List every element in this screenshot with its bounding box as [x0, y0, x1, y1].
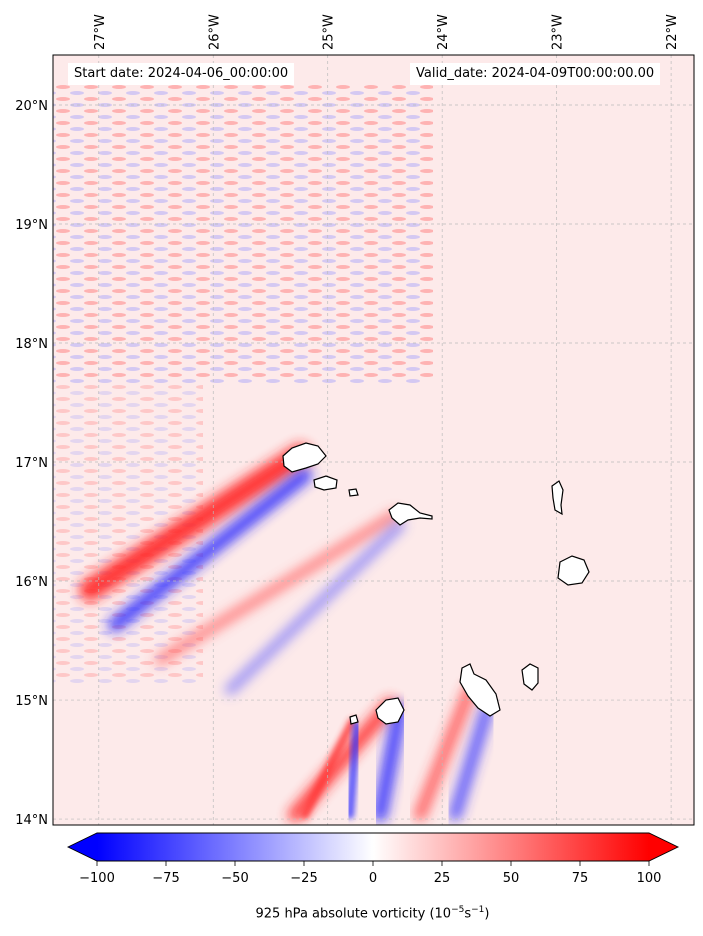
colorbar-tick-label: 25 — [434, 871, 451, 886]
island-coastlines — [282, 442, 590, 725]
latitude-label: 16°N — [15, 575, 48, 590]
island-santo-antao — [282, 442, 327, 473]
wave-noise-field — [53, 85, 433, 385]
start-date-annotation: Start date: 2024-04-06_00:00:00 — [68, 63, 295, 85]
valid-date-annotation: Valid_date: 2024-04-09T00:00:00.00 — [410, 63, 661, 85]
longitude-label: 27°W — [93, 14, 108, 50]
longitude-label: 24°W — [436, 14, 451, 50]
latitude-tick-labels: 20°N 19°N 18°N 17°N 16°N 15°N 14°N — [15, 99, 48, 828]
colorbar-label-end: ) — [484, 906, 490, 922]
latitude-label: 15°N — [15, 694, 48, 709]
colorbar: −100 −75 −50 −25 0 25 50 75 100 — [66, 832, 680, 886]
longitude-label: 22°W — [665, 14, 680, 50]
colorbar-label-exp2: −1 — [471, 905, 485, 915]
latitude-label: 20°N — [15, 99, 48, 114]
wake-streaks — [79, 444, 493, 822]
island-maio — [521, 663, 539, 691]
colorbar-tick-label: 0 — [369, 871, 377, 886]
colorbar-extend-max — [649, 833, 678, 861]
island-sal — [551, 480, 564, 516]
island-santiago — [459, 663, 501, 717]
island-sao-nicolau — [388, 502, 433, 526]
longitude-label: 26°W — [207, 14, 222, 50]
longitude-tick-labels: 27°W 26°W 25°W 24°W 23°W 22°W — [93, 14, 680, 50]
colorbar-tick-label: −25 — [290, 871, 317, 886]
latitude-label: 14°N — [15, 813, 48, 828]
latitude-label: 17°N — [15, 456, 48, 471]
colorbar-ticks: −100 −75 −50 −25 0 25 50 75 100 — [79, 861, 661, 886]
longitude-label: 23°W — [551, 14, 566, 50]
colorbar-gradient — [97, 833, 649, 861]
longitude-label: 25°W — [322, 14, 337, 50]
map-panel — [52, 54, 695, 826]
colorbar-label-exp1: −5 — [451, 905, 465, 915]
latitude-label: 19°N — [15, 218, 48, 233]
colorbar-tick-label: −50 — [221, 871, 248, 886]
colorbar-tick-label: 50 — [503, 871, 520, 886]
colorbar-label-text: 925 hPa absolute vorticity (10 — [255, 906, 452, 922]
colorbar-tick-label: −100 — [79, 871, 115, 886]
colorbar-tick-label: 75 — [572, 871, 589, 886]
colorbar-label-unit: s — [464, 906, 472, 922]
colorbar-tick-label: −75 — [152, 871, 179, 886]
latitude-label: 18°N — [15, 337, 48, 352]
gridlines — [53, 55, 694, 825]
island-brava — [349, 714, 359, 725]
island-santa-luzia — [348, 488, 359, 497]
island-sao-vicente — [313, 475, 338, 491]
island-boa-vista — [557, 555, 590, 586]
colorbar-label: 925 hPa absolute vorticity (10−5s−1) — [0, 905, 703, 921]
colorbar-tick-label: 100 — [637, 871, 662, 886]
island-fogo — [375, 697, 405, 725]
colorbar-extend-min — [68, 833, 97, 861]
map-frame — [52, 54, 695, 826]
